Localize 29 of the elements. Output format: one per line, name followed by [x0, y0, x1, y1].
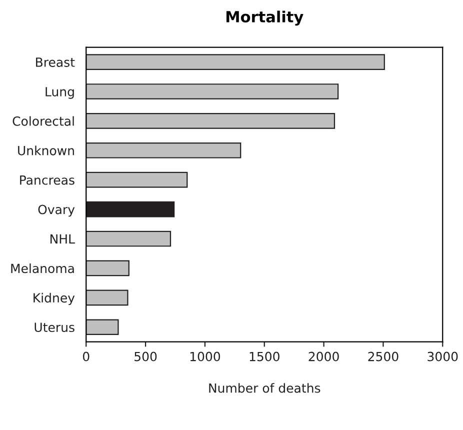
x-tick-label: 1000	[190, 352, 220, 362]
x-tick-label: 3000	[428, 352, 458, 362]
bar	[86, 319, 119, 336]
bar	[86, 230, 172, 247]
y-tick-label: Colorectal	[12, 116, 74, 126]
x-tick-label: 2500	[368, 352, 398, 362]
x-tick-label: 2000	[308, 352, 339, 362]
y-tick-label: Pancreas	[20, 175, 74, 185]
x-tick-label: 500	[134, 352, 157, 362]
y-tick-label: Unknown	[18, 146, 74, 156]
bar	[86, 290, 128, 306]
bar	[86, 260, 130, 276]
y-tick-label: Kidney	[34, 292, 75, 306]
x-axis-title: Number of deaths	[209, 383, 320, 393]
x-tick-label: 1500	[250, 352, 280, 362]
x-tick-label: 0	[82, 352, 90, 362]
y-tick-label: Melanoma	[11, 263, 74, 274]
y-tick-label: Lung	[46, 87, 74, 99]
bar	[86, 84, 339, 100]
bar	[86, 54, 385, 70]
y-tick-label: Ovary	[38, 204, 75, 217]
bar	[86, 201, 175, 218]
bar	[86, 172, 188, 188]
bar	[86, 113, 336, 129]
y-tick-label: Uterus	[34, 322, 74, 332]
y-tick-label: NHL	[50, 234, 75, 244]
bar	[86, 142, 242, 158]
chart-title: Mortality	[226, 10, 304, 26]
y-tick-label: Breast	[36, 58, 75, 67]
